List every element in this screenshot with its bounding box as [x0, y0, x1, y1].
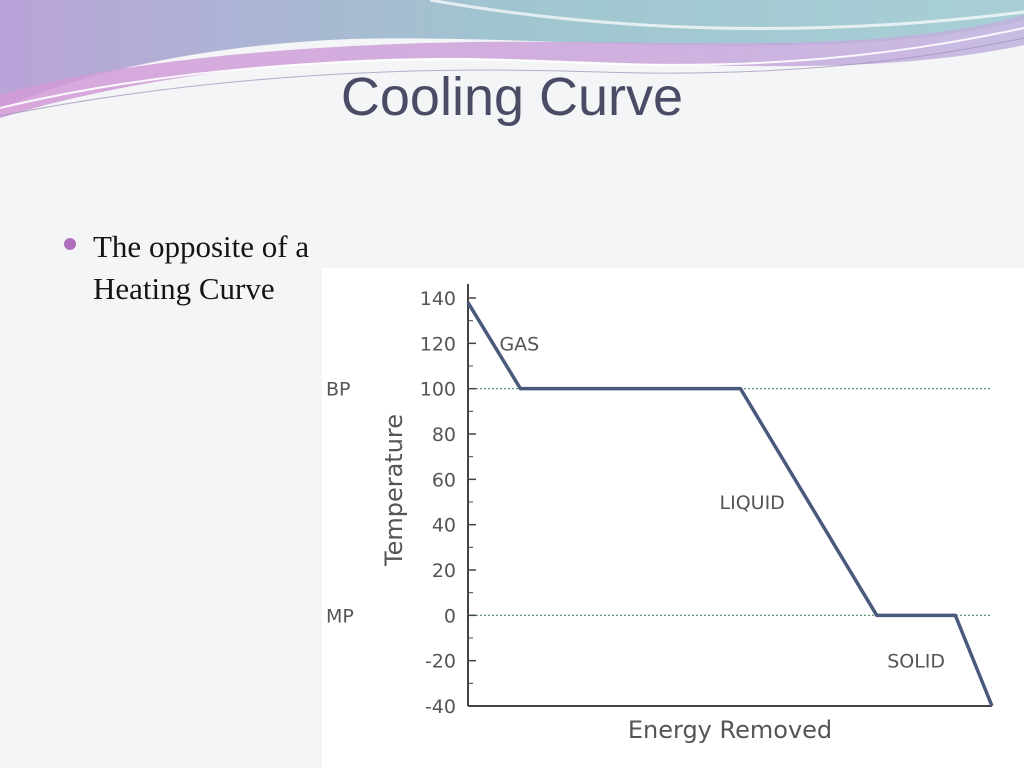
bullet-item: The opposite of a Heating Curve [93, 226, 384, 310]
phase-label: GAS [499, 333, 539, 355]
y-tick-label: 140 [420, 288, 456, 310]
reference-line-label: BP [326, 379, 351, 401]
bullet-list: The opposite of a Heating Curve [64, 226, 384, 310]
x-axis-title: Energy Removed [628, 716, 832, 744]
header-wave-decoration [0, 0, 1024, 118]
reference-line-label: MP [326, 605, 354, 627]
y-tick-label: 80 [432, 424, 456, 446]
chart-panel: BP MP 140 120 100 80 60 40 20 0 -20 -40 Energy Remov… [322, 268, 1024, 768]
phase-label: LIQUID [720, 492, 785, 514]
y-tick-label: 100 [420, 379, 456, 401]
y-tick-label: 40 [432, 515, 456, 537]
phase-label: SOLID [887, 651, 945, 673]
bullet-line: Heating Curve [93, 271, 275, 306]
y-axis-title: Temperature [380, 414, 408, 567]
y-tick-label: 20 [432, 560, 456, 582]
slide-title: Cooling Curve [340, 67, 684, 127]
y-tick-label: -40 [425, 696, 456, 718]
y-tick-label: 60 [432, 469, 456, 491]
bullet-line: The opposite of a [93, 229, 310, 264]
cooling-curve-chart: BP MP 140 120 100 80 60 40 20 0 -20 -40 Energy Remov… [326, 284, 994, 744]
y-tick-label: 0 [444, 605, 456, 627]
y-tick-label: 120 [420, 333, 456, 355]
bullet-icon [64, 238, 76, 250]
y-tick-label: -20 [425, 651, 456, 673]
cooling-curve-line [466, 301, 994, 707]
